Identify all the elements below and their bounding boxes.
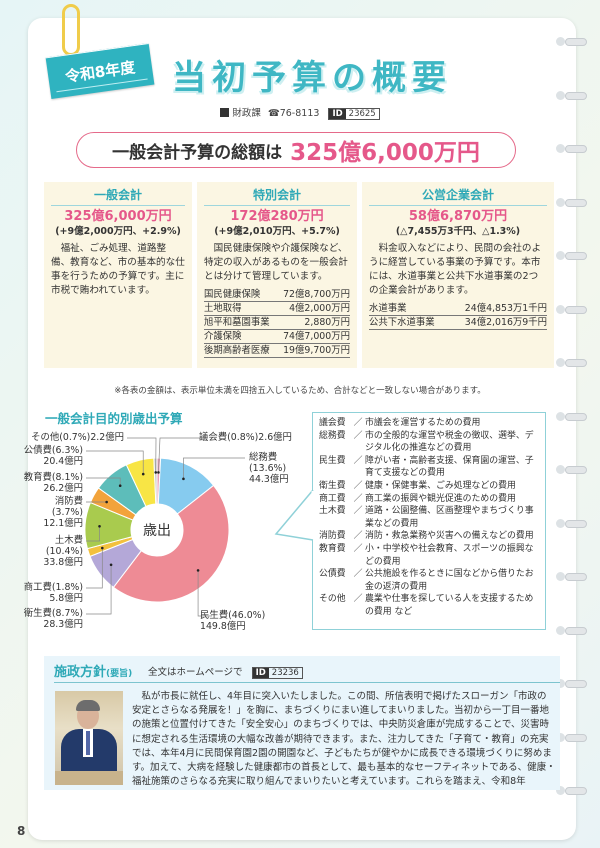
account-box: 公営企業会計 58億6,870万円 (△7,455万3千円、△1.3%) 料金収… (362, 182, 554, 368)
page-number: 8 (17, 824, 26, 838)
policy-subtitle: 全文はホームページで ID 23236 (148, 664, 303, 679)
pie-label: 公債費(6.3%) 20.4億円 (23, 445, 83, 467)
leader-dot (141, 472, 145, 476)
pie-label: 議会費(0.8%)2.6億円 (199, 432, 292, 443)
account-amount: 58億6,870万円 (408, 209, 508, 224)
leader-line (127, 437, 157, 473)
policy-id-tag[interactable]: ID 23236 (251, 667, 303, 679)
page-id-tag[interactable]: ID 23625 (328, 108, 380, 120)
description-row: 議会費／市議会を運営するための費用 (319, 418, 481, 428)
account-item-row: 土地取得 4億2,000万円 (204, 301, 350, 316)
inquiry-icon (220, 108, 230, 117)
policy-title: 施政方針(要旨) (54, 665, 133, 680)
description-row: 衛生費／健康・保健事業、ごみ処理などの費用 (319, 480, 516, 491)
pie-center-label: 歳出 (143, 523, 171, 539)
account-change: (+9億2,010万円、+5.7%) (214, 226, 340, 237)
leader-line (86, 564, 112, 615)
total-value: 325億6,000万円 (290, 140, 480, 166)
account-title: 特別会計 (204, 188, 350, 206)
leader-dot (118, 484, 122, 488)
leader-line (86, 548, 103, 589)
pie-label: 消防費 (3.7%) 12.1億円 (43, 496, 83, 529)
pie-label: 土木費 (10.4%) 33.8億円 (43, 535, 83, 568)
leader-dot (105, 500, 108, 504)
leader-dot (109, 563, 113, 567)
account-item-row: 水道事業 24億4,853万1千円 (369, 302, 547, 316)
description-row: 教育費／小・中学校や社会教育、スポーツの振興などの費用 (319, 543, 534, 567)
contact-line: 財政課 ☎76-8113 ID 23625 (0, 105, 600, 120)
account-amount: 172億280万円 (230, 209, 324, 224)
rounding-note: ※各表の金額は、表示単位未満を四捨五入しているため、合計などと一致しない場合があ… (114, 386, 486, 396)
account-item-row: 公共下水道事業 34億2,016万9千円 (369, 315, 547, 330)
description-row: 消防費／消防・救急業務や災害への備えなどの費用 (319, 531, 534, 542)
description-row: 総務費／市の全般的な運営や税金の徴収、選挙、デジタル化の推進などの費用 (319, 430, 534, 454)
account-item-row: 後期高齢者医療 19億9,700万円 (204, 343, 350, 358)
pie-label: 教育費(8.1%) 26.2億円 (23, 472, 83, 494)
description-row: 民生費／障がい者・高齢者支援、保育園の運営、子育て支援などの費用 (319, 455, 534, 479)
account-items-table: 国民健康保険 72億8,700万円 土地取得 4億2,000万円 旭平和墓園事業 2,88… (204, 288, 350, 358)
phone-number: ☎76-8113 (267, 108, 320, 119)
account-title: 公営企業会計 (369, 188, 547, 206)
total-budget-banner: 一般会計予算の総額は 325億6,000万円 (76, 132, 516, 168)
page-title: 当初予算の概要 (172, 58, 452, 98)
description-row: 商工費／商工業の振興や観光促進のための費用 (319, 493, 516, 504)
description-row: その他／農業や仕事を探している人を支援するための費用 など (319, 594, 534, 617)
description-row: 土木費／道路・公園整備、区画整理やまちづくり事業などの費用 (319, 506, 534, 529)
account-change: (△7,455万3千円、△1.3%) (395, 226, 521, 237)
pie-label: 商工費(1.8%) 5.8億円 (23, 582, 83, 604)
account-description: 福祉、ごみ処理、道路整備、教育など、市の基本的な仕事を行うための予算です。主に市… (51, 243, 185, 296)
account-change: (+9億2,000万円、+2.9%) (55, 226, 181, 237)
pie-label: その他(0.7%)2.2億円 (31, 432, 124, 443)
leader-dot (100, 546, 104, 550)
leader-dot (196, 569, 200, 572)
pie-label: 総務費 (13.6%) 44.3億円 (249, 452, 289, 485)
account-title: 一般会計 (51, 188, 185, 206)
policy-section: 施政方針(要旨) 全文はホームページで ID 23236 私が市長に就任し、4年目… (44, 656, 560, 790)
account-items-table: 水道事業 24億4,853万1千円 公共下水道事業 34億2,016万9千円 (369, 302, 547, 330)
chart-title: 一般会計目的別歳出予算 (45, 411, 183, 426)
leader-dot (182, 477, 185, 481)
account-box: 一般会計 325億6,000万円 (+9億2,000万円、+2.9%) 福祉、ご… (44, 182, 192, 368)
pie-slice-民生費 (112, 484, 230, 603)
pie-label: 民生費(46.0%) 149.8億円 (200, 610, 266, 632)
leader-dot (157, 471, 160, 474)
leader-line (197, 570, 212, 617)
leader-line (86, 526, 100, 542)
account-item-row: 旭平和墓園事業 2,880万円 (204, 315, 350, 330)
account-amount: 325億6,000万円 (64, 209, 172, 224)
policy-body: 私が市長に就任し、4年目に突入いたしました。この間、所信表明で掲げたスローガン「… (132, 691, 556, 788)
total-label: 一般会計予算の総額は (112, 142, 283, 163)
account-description: 国民健康保険や介護保険など、特定の収入があるものを一般会計とは分けて管理していま… (204, 243, 348, 282)
pie-slice-その他 (153, 457, 158, 505)
account-box: 特別会計 172億280万円 (+9億2,010万円、+5.7%) 国民健康保険… (197, 182, 357, 368)
account-description: 料金収入などにより、民間の会社のように経営している事業の予算です。本市には、水道… (369, 243, 542, 296)
leader-line (183, 457, 245, 479)
leader-line (86, 477, 121, 486)
description-row: 公債費／公共施設を作るときに国などから借りたお金の返済の費用 (319, 569, 534, 592)
category-descriptions: 議会費／市議会を運営するための費用総務費／市の全般的な運営や税金の徴収、選挙、デ… (312, 412, 546, 630)
leader-dot (98, 524, 101, 528)
account-item-row: 国民健康保険 72億8,700万円 (204, 288, 350, 302)
leader-dot (154, 471, 158, 474)
leader-line (86, 450, 144, 475)
mayor-photo (55, 691, 123, 785)
account-item-row: 介護保険 74億7,000万円 (204, 329, 350, 344)
dept-name: 財政課 (232, 108, 261, 119)
divider (54, 682, 560, 683)
pie-label: 衛生費(8.7%) 28.3億円 (23, 608, 83, 630)
leader-line (158, 437, 203, 473)
